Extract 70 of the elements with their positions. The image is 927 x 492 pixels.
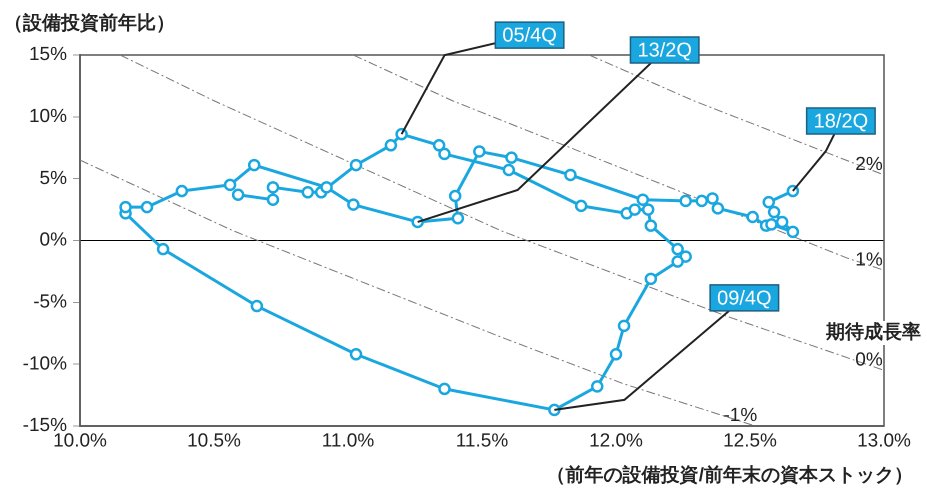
point xyxy=(505,151,518,164)
annotation: 05/4Q xyxy=(502,24,557,47)
point xyxy=(438,382,451,396)
point xyxy=(644,219,658,232)
point xyxy=(768,206,780,218)
x-tick-label: 10.5% xyxy=(187,430,242,452)
point xyxy=(706,192,719,205)
y-tick-label: 10% xyxy=(28,106,68,128)
point xyxy=(502,164,516,176)
point xyxy=(564,168,577,182)
point xyxy=(140,200,154,214)
point xyxy=(384,139,398,152)
point xyxy=(746,210,759,224)
point xyxy=(590,380,604,393)
x-axis-title: （前年の設備投資/前年末の資本ストック） xyxy=(546,464,913,486)
point xyxy=(765,218,778,231)
point xyxy=(156,242,170,256)
y-tick-label: -5% xyxy=(33,292,68,313)
x-tick-label: 13.0% xyxy=(857,430,912,452)
y-axis-title: （設備投資前年比） xyxy=(4,12,175,34)
point xyxy=(679,250,692,263)
series-label: 1% xyxy=(855,249,883,270)
x-tick-label: 11.0% xyxy=(322,430,374,452)
point xyxy=(232,188,244,201)
point xyxy=(574,200,588,212)
point xyxy=(266,193,280,206)
point xyxy=(448,190,462,202)
point xyxy=(671,255,684,268)
point xyxy=(786,226,800,238)
point xyxy=(432,139,446,152)
annotation: 09/4Q xyxy=(717,287,772,310)
point xyxy=(320,181,333,194)
y-tick-label: -10% xyxy=(22,353,68,374)
point xyxy=(712,202,724,215)
point xyxy=(636,193,650,206)
point xyxy=(618,320,630,332)
y-tick-label: 5% xyxy=(40,168,68,189)
point xyxy=(119,200,132,214)
series-label: -1% xyxy=(723,405,758,426)
point xyxy=(776,216,788,228)
annotation: 13/2Q xyxy=(637,39,692,62)
point xyxy=(610,348,622,361)
y-tick-label: 15% xyxy=(28,44,68,66)
point xyxy=(250,300,264,312)
point xyxy=(347,198,360,211)
point xyxy=(266,181,280,194)
y-tick-label: 0% xyxy=(40,230,68,251)
annotation: 期待成長率 xyxy=(825,321,921,344)
point xyxy=(438,148,451,160)
point xyxy=(350,348,362,361)
point xyxy=(224,178,236,192)
point xyxy=(679,194,692,208)
point xyxy=(248,158,260,172)
x-tick-label: 11.5% xyxy=(456,430,508,452)
point xyxy=(671,242,684,256)
point xyxy=(644,272,658,286)
point xyxy=(762,196,776,208)
point xyxy=(176,184,188,198)
series-label: 0% xyxy=(855,350,883,371)
point xyxy=(350,158,362,172)
point xyxy=(628,203,642,216)
point xyxy=(642,203,654,216)
point xyxy=(696,194,708,208)
annotation: 18/2Q xyxy=(814,110,868,133)
x-tick-label: 12.5% xyxy=(723,430,778,452)
point xyxy=(473,145,486,158)
series-label: 2% xyxy=(855,154,883,176)
x-tick-label: 12.0% xyxy=(589,430,644,452)
point xyxy=(452,212,464,224)
point xyxy=(302,186,314,199)
